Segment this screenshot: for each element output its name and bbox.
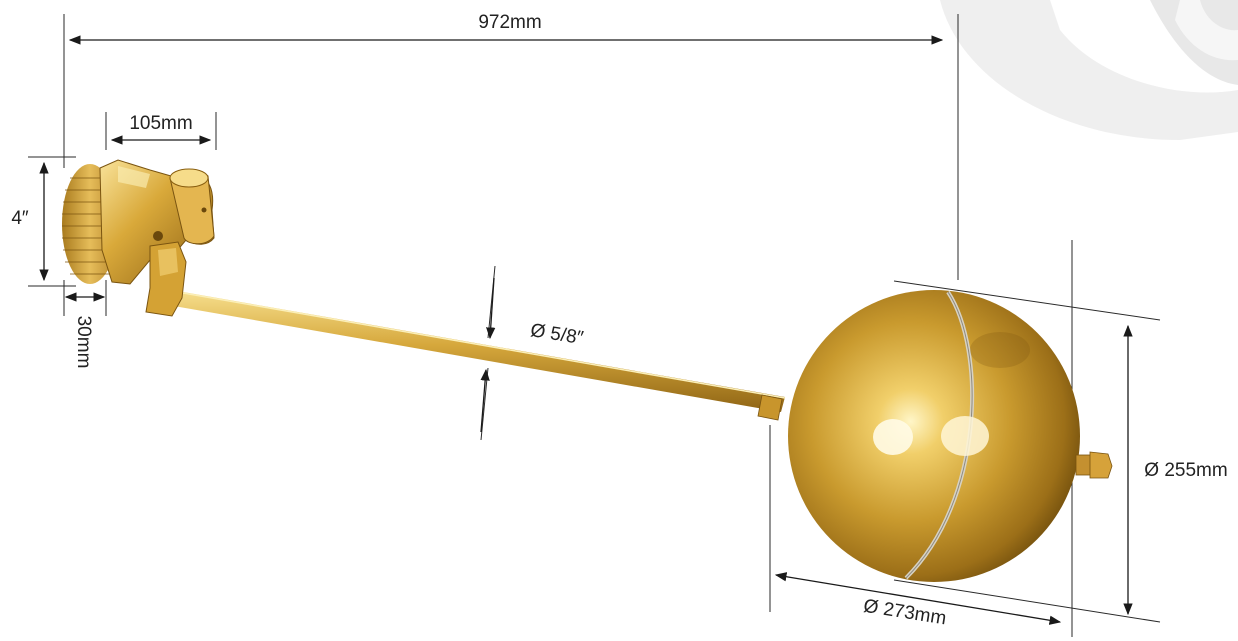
overall-length-label: 972mm [478, 12, 541, 33]
valve-thread-label: 4″ [11, 208, 29, 229]
valve-offset-label: 30mm [73, 316, 94, 369]
ball-height-label: Ø 255mm [1144, 460, 1227, 481]
valve-length-label: 105mm [129, 113, 192, 134]
float-rod [168, 290, 786, 421]
float-ball [788, 290, 1113, 582]
dimension-arrows [39, 35, 1133, 625]
rod-diameter-label: Ø 5/8″ [529, 320, 585, 349]
valve-body [62, 159, 215, 317]
watermark-logo [940, 0, 1238, 140]
